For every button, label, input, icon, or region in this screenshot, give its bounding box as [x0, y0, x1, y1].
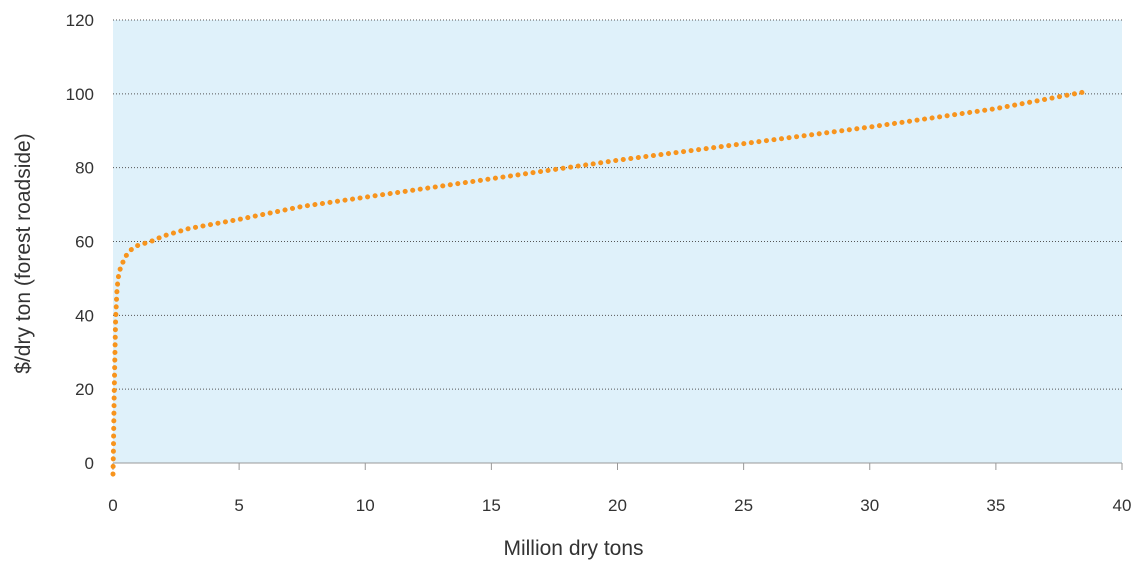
- y-tick-label-120: 120: [66, 11, 94, 30]
- series-layer: [110, 89, 1087, 477]
- x-tick-label-35: 35: [986, 496, 1005, 515]
- grid-lines: [113, 19, 1122, 390]
- x-tick-label-5: 5: [234, 496, 243, 515]
- x-axis-ticks: 0 5 10 15 20 25 30 35 40: [108, 463, 1131, 515]
- x-tick-label-15: 15: [482, 496, 501, 515]
- x-tick-label-30: 30: [860, 496, 879, 515]
- x-tick-label-20: 20: [608, 496, 627, 515]
- y-tick-label-100: 100: [66, 85, 94, 104]
- y-tick-label-40: 40: [75, 306, 94, 325]
- x-tick-label-0: 0: [108, 496, 117, 515]
- x-tick-label-40: 40: [1113, 496, 1132, 515]
- y-tick-label-80: 80: [75, 159, 94, 178]
- x-tick-label-25: 25: [734, 496, 753, 515]
- y-axis-title: $/dry ton (forest roadside): [12, 133, 35, 373]
- y-tick-label-0: 0: [85, 454, 94, 473]
- x-tick-label-10: 10: [356, 496, 375, 515]
- y-tick-label-60: 60: [75, 233, 94, 252]
- series-line-0: [110, 89, 1087, 477]
- x-axis-title: Million dry tons: [503, 537, 643, 560]
- y-axis-ticks: 0 20 40 60 80 100 120: [66, 11, 94, 473]
- y-tick-label-20: 20: [75, 380, 94, 399]
